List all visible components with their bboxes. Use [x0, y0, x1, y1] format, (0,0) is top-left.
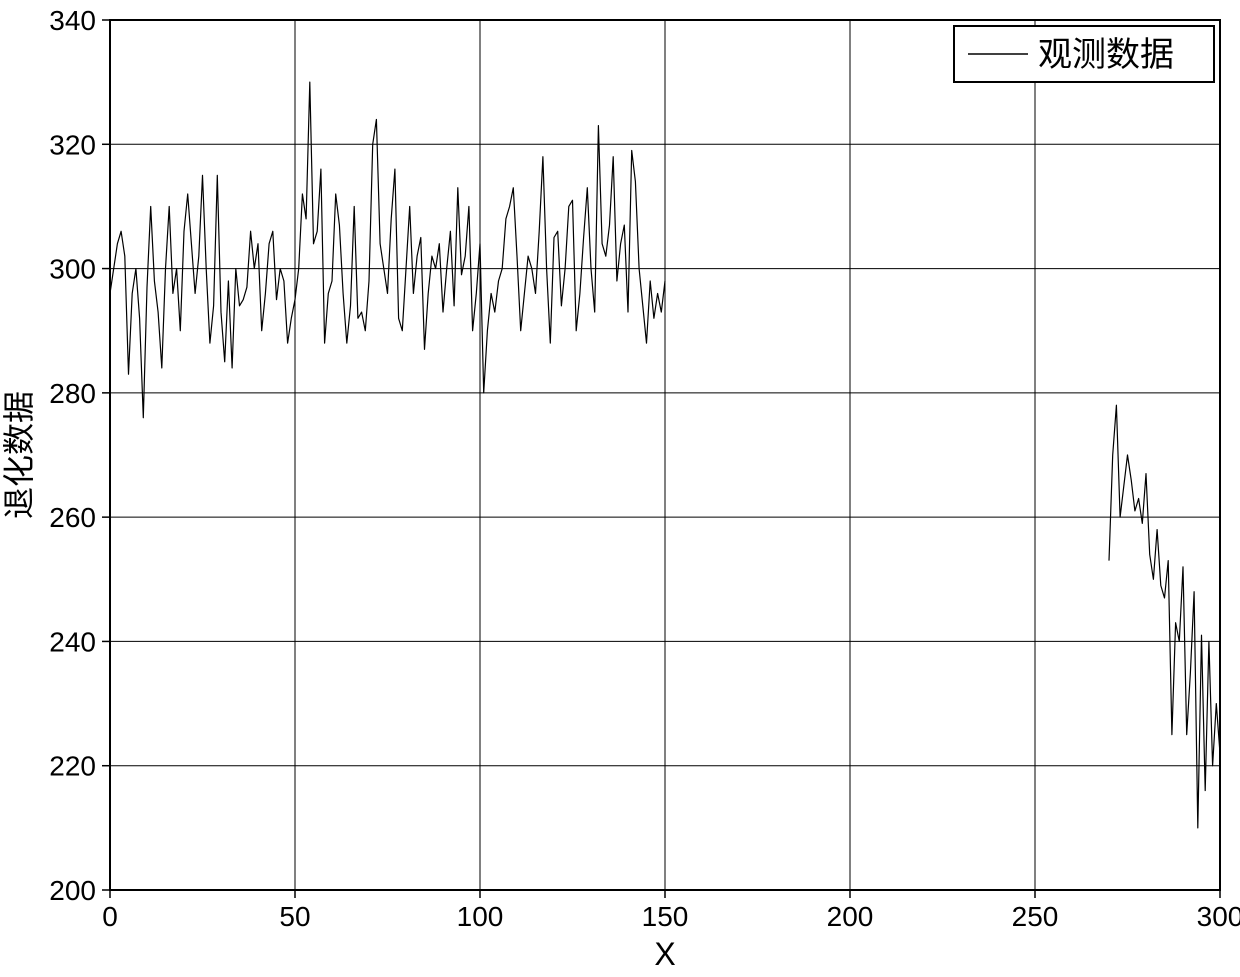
y-tick-label: 200: [49, 875, 96, 906]
x-tick-label: 100: [457, 901, 504, 932]
y-tick-label: 220: [49, 751, 96, 782]
y-tick-label: 260: [49, 502, 96, 533]
y-axis-label: 退化数据: [1, 391, 37, 519]
x-tick-label: 50: [279, 901, 310, 932]
y-tick-label: 240: [49, 626, 96, 657]
y-tick-label: 280: [49, 378, 96, 409]
y-tick-label: 300: [49, 254, 96, 285]
x-tick-label: 200: [827, 901, 874, 932]
line-chart: 0 50 100 150 200 250 300 200 220 240 260 280 300 320 3…: [0, 0, 1240, 977]
x-tick-label: 150: [642, 901, 689, 932]
chart-container: 0 50 100 150 200 250 300 200 220 240 260 280 300 320 3…: [0, 0, 1240, 977]
y-tick-label: 340: [49, 5, 96, 36]
legend-label: 观测数据: [1038, 36, 1174, 74]
x-axis-label: X: [654, 936, 675, 972]
x-tick-label: 0: [102, 901, 118, 932]
x-tick-label: 300: [1197, 901, 1240, 932]
x-tick-label: 250: [1012, 901, 1059, 932]
y-tick-label: 320: [49, 129, 96, 160]
